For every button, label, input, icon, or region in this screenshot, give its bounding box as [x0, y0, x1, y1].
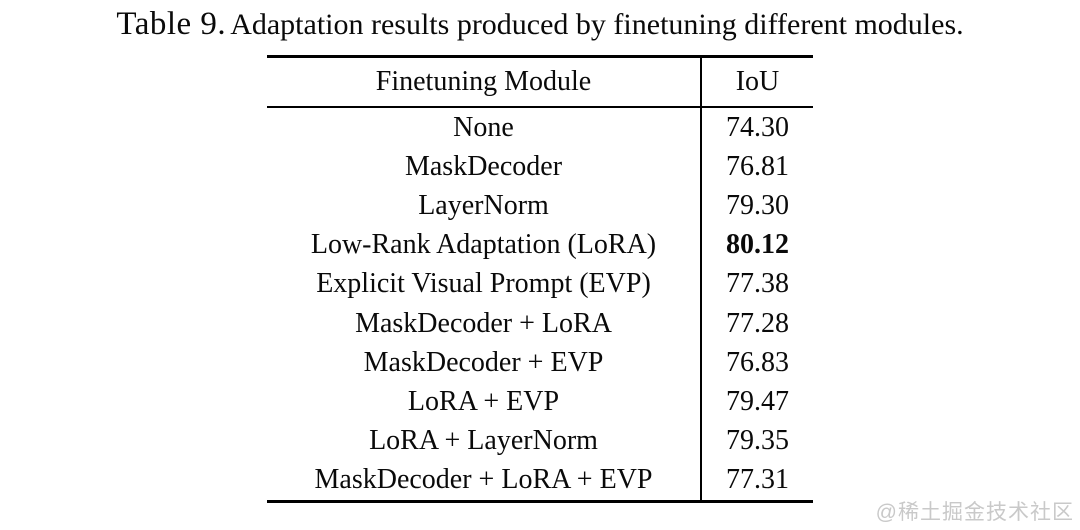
header-iou: IoU [700, 58, 813, 106]
iou-cell: 74.30 [700, 108, 813, 148]
module-cell: MaskDecoder + LoRA + EVP [314, 464, 653, 496]
table-row: LoRA + LayerNorm 79.35 [267, 421, 813, 461]
table-header-row: Finetuning Module IoU [267, 58, 813, 108]
iou-cell: 79.35 [700, 421, 813, 461]
module-cell: None [453, 111, 514, 143]
module-cell: MaskDecoder + EVP [363, 346, 604, 378]
iou-cell: 76.81 [700, 147, 813, 187]
module-cell: MaskDecoder [404, 150, 563, 182]
iou-cell: 79.30 [700, 186, 813, 226]
table-row: MaskDecoder + EVP 76.83 [267, 343, 813, 383]
watermark-text: @稀土掘金技术社区 [875, 501, 1074, 524]
table-row: MaskDecoder + LoRA + EVP 77.31 [267, 460, 813, 500]
iou-cell: 77.31 [700, 460, 813, 500]
table-caption-label: Table 9. [116, 6, 227, 42]
table-row: LayerNorm 79.30 [267, 186, 813, 226]
results-table: Finetuning Module IoU None 74.30 MaskDec… [267, 55, 813, 503]
results-table-body: Finetuning Module IoU None 74.30 MaskDec… [267, 55, 813, 503]
module-cell: Low-Rank Adaptation (LoRA) [310, 229, 657, 261]
iou-cell-best: 80.12 [700, 225, 813, 265]
module-cell: Explicit Visual Prompt (EVP) [316, 268, 651, 300]
table-caption-text: Adaptation results produced by finetunin… [230, 8, 964, 41]
table-row: Explicit Visual Prompt (EVP) 77.38 [267, 264, 813, 304]
table-row: MaskDecoder + LoRA 77.28 [267, 303, 813, 344]
header-finetuning-module: Finetuning Module [375, 66, 592, 97]
module-cell: LoRA + EVP [407, 385, 560, 417]
module-cell: LoRA + LayerNorm [369, 425, 598, 457]
iou-cell: 79.47 [700, 382, 813, 422]
iou-cell: 77.28 [700, 303, 813, 344]
iou-cell: 77.38 [700, 264, 813, 304]
iou-cell: 76.83 [700, 343, 813, 383]
module-cell: MaskDecoder + LoRA [355, 307, 612, 339]
table-row: Low-Rank Adaptation (LoRA) 80.12 [267, 225, 813, 265]
table-row: MaskDecoder 76.81 [267, 147, 813, 187]
table-row: None 74.30 [267, 108, 813, 148]
module-cell: LayerNorm [418, 189, 549, 221]
table-caption: Table 9. Adaptation results produced by … [10, 6, 1070, 43]
table-row: LoRA + EVP 79.47 [267, 382, 813, 422]
